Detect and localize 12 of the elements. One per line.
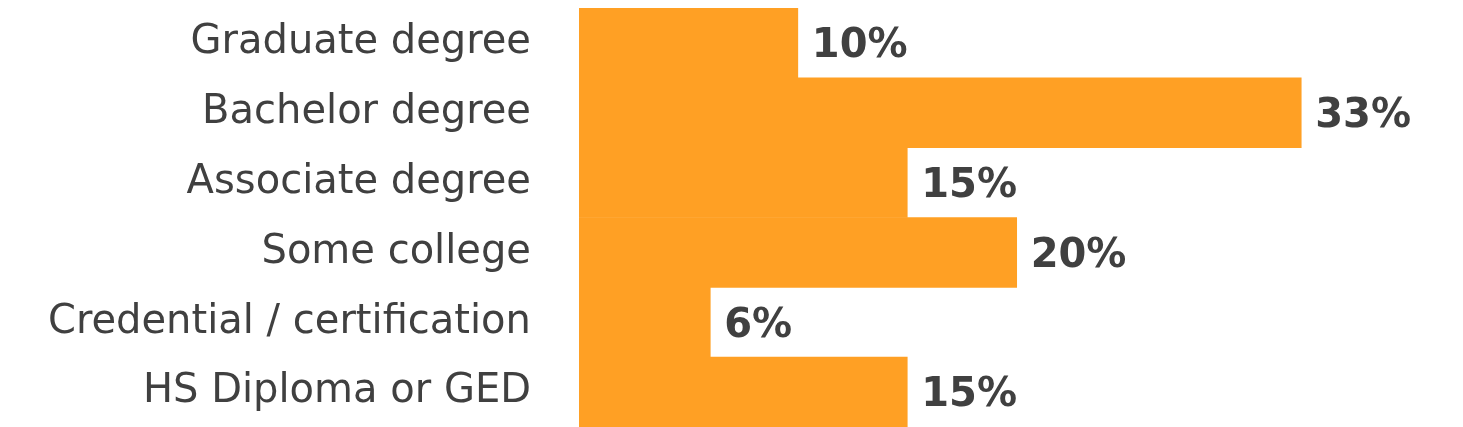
- data-label: 20%: [1030, 229, 1127, 276]
- data-label: 15%: [921, 159, 1018, 206]
- data-label: 33%: [1315, 90, 1411, 137]
- y-tick-label: Some college: [261, 225, 531, 272]
- y-tick-label: Associate degree: [186, 155, 531, 202]
- data-label: 10%: [811, 20, 908, 67]
- y-tick-label: Bachelor degree: [202, 86, 531, 133]
- data-label: 6%: [724, 299, 793, 346]
- y-tick-label: Credential / certification: [48, 295, 531, 342]
- data-label: 15%: [921, 369, 1018, 416]
- y-tick-label: HS Diploma or GED: [142, 365, 531, 412]
- y-tick-label: Graduate degree: [190, 16, 531, 63]
